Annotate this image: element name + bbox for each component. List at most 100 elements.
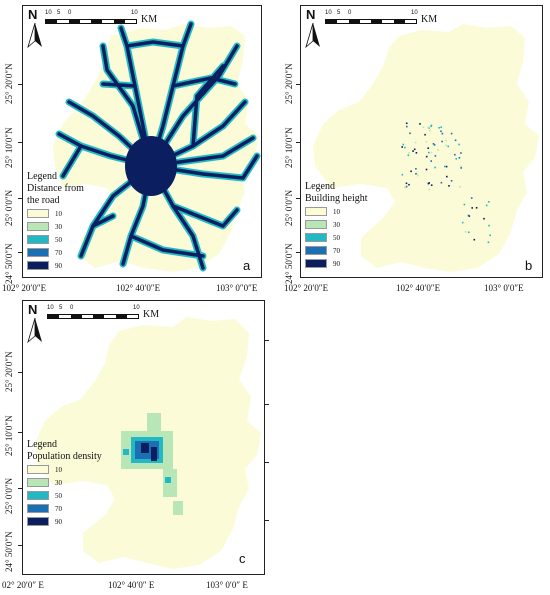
building-point — [427, 147, 429, 149]
north-arrow: N — [304, 7, 322, 49]
building-point — [407, 154, 410, 157]
building-point — [467, 214, 470, 217]
building-point — [458, 143, 460, 146]
legend-item: 10 — [27, 463, 102, 476]
legend-item: 30 — [27, 220, 84, 233]
building-point — [430, 125, 432, 128]
road-segment — [125, 40, 185, 48]
building-point — [404, 186, 406, 189]
x-axis-tick-label: 102° 40′0″E — [396, 283, 441, 293]
building-point — [445, 165, 448, 168]
building-point — [447, 145, 449, 148]
road-segment — [191, 64, 225, 148]
map-panel-b: N 10 5 0 10 KM Legend Building height 10… — [300, 5, 543, 278]
legend-item: 10 — [305, 205, 368, 218]
building-point — [459, 185, 461, 188]
building-point — [461, 221, 464, 224]
y-axis-tick-label: 25° 20′0″N — [4, 351, 14, 392]
legend-swatch — [305, 259, 327, 268]
scale-tick-label: 10 — [133, 305, 140, 311]
x-axis-tick-label: 102° 20′0″E — [2, 283, 47, 293]
study-area-map-c — [35, 317, 261, 569]
building-point — [427, 127, 430, 129]
scale-bar: 10 5 0 10 KM — [47, 305, 177, 321]
legend-swatch — [305, 207, 327, 216]
building-point — [425, 140, 428, 143]
building-point — [434, 166, 436, 169]
building-point — [419, 123, 421, 125]
scale-unit: KM — [421, 14, 438, 25]
legend-title: Legend Building height — [305, 181, 368, 204]
building-point — [441, 132, 444, 135]
building-point — [445, 144, 447, 147]
legend-swatch — [27, 504, 49, 513]
north-arrow-icon — [27, 22, 42, 49]
scale-bar: 10 5 0 10 KM — [325, 10, 455, 26]
building-point — [428, 151, 430, 154]
building-point — [460, 165, 462, 168]
legend-item: 30 — [305, 218, 368, 231]
legend-item-label: 70 — [333, 246, 340, 255]
building-point — [437, 149, 439, 151]
y-axis-tick-label: 25° 20′0″N — [4, 63, 14, 104]
road-segment — [149, 154, 259, 180]
building-point — [425, 155, 428, 158]
scale-tick-label: 10 — [411, 10, 418, 16]
building-point — [408, 152, 410, 154]
building-point — [430, 184, 433, 186]
legend-title: Legend Distance from the road — [27, 171, 84, 206]
north-arrow-icon — [27, 317, 42, 344]
building-point — [460, 152, 462, 154]
building-point — [445, 139, 447, 142]
legend-item-label: 10 — [333, 207, 340, 216]
legend-item-label: 90 — [333, 259, 340, 268]
building-point — [463, 203, 466, 206]
y-axis-tick-label: 25° 0′0″N — [284, 189, 294, 226]
road-segment — [101, 82, 137, 88]
legend-swatch — [305, 220, 327, 229]
north-label: N — [28, 7, 38, 22]
building-point — [450, 180, 453, 182]
legend-swatch — [27, 517, 49, 526]
scale-bar-graphic — [325, 19, 417, 24]
legend-swatch — [305, 233, 327, 242]
legend-swatch — [27, 209, 49, 218]
y-axis-tick-label: 25° 20′0″N — [284, 63, 294, 104]
building-point — [409, 132, 411, 135]
building-point — [405, 122, 408, 125]
building-point — [438, 127, 440, 129]
legend-item-label: 30 — [333, 220, 340, 229]
building-point — [422, 126, 425, 128]
scale-tick-label: 5 — [59, 305, 63, 311]
building-point — [413, 148, 416, 151]
legend-swatch — [27, 491, 49, 500]
legend-item: 50 — [27, 489, 102, 502]
legend-item: 70 — [27, 502, 102, 515]
north-arrow: N — [26, 7, 44, 49]
building-point — [487, 241, 490, 244]
legend-item-label: 10 — [55, 465, 62, 474]
building-point — [464, 231, 467, 233]
scale-bar: 10 5 0 10 KM — [45, 10, 175, 26]
x-axis-tick-label: 103° 0′0″ E — [206, 580, 248, 590]
building-height-points — [401, 122, 491, 244]
map-panel-a: N 10 5 0 10 KM Legend Distance from the … — [22, 5, 262, 278]
building-point — [405, 185, 408, 188]
north-arrow-icon — [305, 22, 320, 49]
legend: Legend Population density 10 30 50 70 90 — [27, 439, 102, 528]
building-point — [475, 207, 478, 209]
building-point — [425, 168, 428, 171]
scale-tick-label: 0 — [348, 10, 352, 16]
study-area-map-a — [53, 20, 261, 272]
legend-item: 90 — [305, 257, 368, 270]
road-segment — [61, 144, 83, 178]
building-point — [401, 146, 403, 148]
building-point — [454, 139, 457, 142]
scale-tick-label: 0 — [70, 305, 74, 311]
building-point — [406, 125, 408, 128]
legend-item-label: 50 — [333, 233, 340, 242]
building-point — [441, 140, 443, 143]
building-point — [440, 181, 443, 184]
legend-item-label: 30 — [55, 478, 62, 487]
building-point — [470, 197, 473, 199]
